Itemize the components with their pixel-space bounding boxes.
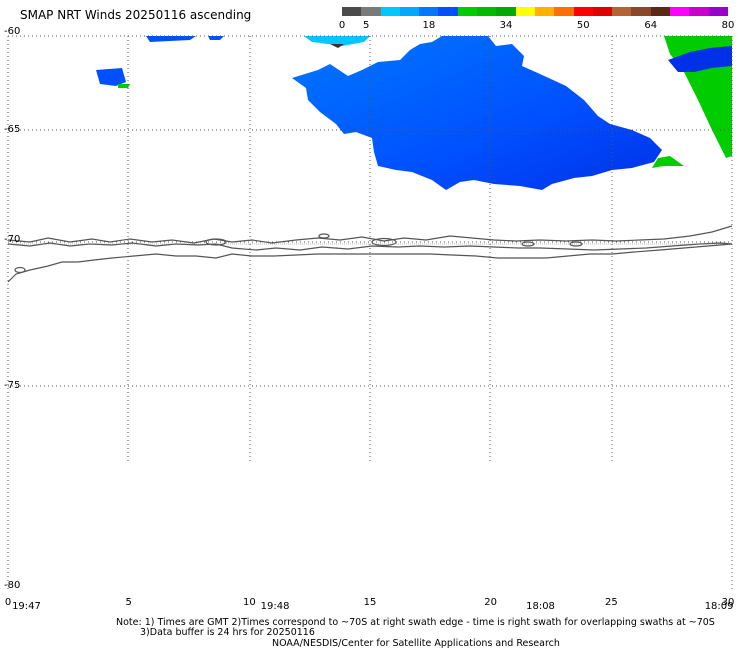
latitude-label: -65 bbox=[4, 124, 21, 135]
time-label: 19:48 bbox=[260, 601, 290, 612]
colorbar-segment bbox=[534, 7, 555, 16]
colorbar-segment bbox=[361, 7, 381, 16]
longitude-label: 30 bbox=[721, 597, 735, 608]
latitude-label: -60 bbox=[4, 26, 21, 37]
wind-patch-left-green bbox=[118, 84, 130, 88]
colorbar-segment bbox=[592, 7, 613, 16]
colorbar-label: 34 bbox=[499, 20, 513, 31]
colorbar-segment bbox=[438, 7, 458, 16]
colorbar-label: 50 bbox=[576, 20, 590, 31]
colorbar-segment bbox=[573, 7, 593, 16]
longitude-label: 0 bbox=[4, 597, 12, 608]
colorbar-segment bbox=[612, 7, 632, 16]
colorbar-segment bbox=[650, 7, 671, 16]
note-line-3: NOAA/NESDIS/Center for Satellite Applica… bbox=[272, 638, 560, 649]
map-frame bbox=[7, 35, 733, 590]
colorbar-segment bbox=[670, 7, 690, 16]
colorbar-label: 18 bbox=[422, 20, 436, 31]
wind-swaths bbox=[96, 36, 732, 190]
colorbar-segment bbox=[342, 7, 362, 16]
colorbar-segment bbox=[496, 7, 516, 16]
colorbar-segment bbox=[380, 7, 400, 16]
time-label: 18:09 bbox=[704, 601, 734, 612]
colorbar-label: 0 bbox=[338, 20, 346, 31]
longitude-label: 5 bbox=[125, 597, 132, 608]
wind-swath-edge-green bbox=[652, 156, 684, 168]
wind-patch-top2 bbox=[208, 36, 224, 40]
wind-patch-top3 bbox=[304, 36, 370, 46]
longitude-label: 15 bbox=[363, 597, 377, 608]
colorbar-segment bbox=[631, 7, 651, 16]
colorbar-segment bbox=[515, 7, 535, 16]
wind-swath-right-blue bbox=[668, 46, 732, 72]
antarctic-coastline bbox=[7, 225, 733, 283]
colorbar-label: 5 bbox=[362, 20, 370, 31]
wind-swath-main bbox=[292, 36, 662, 190]
map-grid bbox=[8, 36, 732, 464]
time-label: 18:08 bbox=[526, 601, 555, 612]
colorbar-segment bbox=[457, 7, 478, 16]
colorbar-segment bbox=[554, 7, 574, 16]
longitude-label: 10 bbox=[242, 597, 256, 608]
wind-patch-top1 bbox=[146, 36, 196, 42]
wind-patch-left bbox=[96, 68, 126, 86]
longitude-label: 25 bbox=[604, 597, 618, 608]
colorbar-segment bbox=[689, 7, 709, 16]
colorbar-segment bbox=[399, 7, 420, 16]
map-title: SMAP NRT Winds 20250116 ascending bbox=[20, 8, 252, 22]
latitude-label: -70 bbox=[4, 234, 21, 245]
note-line-2: 3)Data buffer is 24 hrs for 20250116 bbox=[140, 627, 315, 638]
colorbar-segment bbox=[708, 7, 728, 16]
wind-colorbar bbox=[342, 7, 728, 16]
colorbar-label: 64 bbox=[644, 20, 658, 31]
colorbar-segment bbox=[419, 7, 439, 16]
time-label: 19:47 bbox=[12, 601, 41, 612]
longitude-label: 20 bbox=[484, 597, 498, 608]
colorbar-segment bbox=[477, 7, 497, 16]
latitude-label: -80 bbox=[4, 580, 21, 591]
wind-patch-top3-dark bbox=[330, 44, 344, 48]
latitude-label: -75 bbox=[4, 380, 21, 391]
colorbar-label: 80 bbox=[721, 20, 735, 31]
note-line-1: Note: 1) Times are GMT 2)Times correspon… bbox=[116, 617, 715, 628]
